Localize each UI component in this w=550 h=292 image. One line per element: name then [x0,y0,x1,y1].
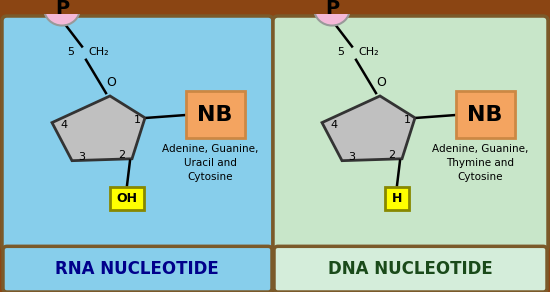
Text: DNA NUCLEOTIDE: DNA NUCLEOTIDE [328,260,492,278]
Text: 4: 4 [331,119,338,130]
Text: 2: 2 [118,150,125,160]
FancyBboxPatch shape [273,16,548,251]
Polygon shape [52,96,145,161]
FancyBboxPatch shape [3,246,272,292]
Text: H: H [392,192,402,205]
Polygon shape [322,96,415,161]
Text: 5: 5 [337,47,344,57]
Text: 3: 3 [349,152,355,162]
FancyBboxPatch shape [186,91,245,138]
FancyBboxPatch shape [0,11,550,292]
Text: 4: 4 [60,119,68,130]
Text: CH₂: CH₂ [88,47,109,57]
Text: O: O [106,76,116,89]
Text: P: P [55,0,69,18]
Text: Adenine, Guanine,
Thymine and
Cytosine: Adenine, Guanine, Thymine and Cytosine [432,144,528,182]
FancyBboxPatch shape [110,187,144,210]
Text: P: P [325,0,339,18]
Text: NB: NB [468,105,503,125]
Text: O: O [376,76,386,89]
Circle shape [44,0,80,25]
Text: 1: 1 [404,115,410,125]
Text: 1: 1 [134,115,140,125]
Text: RNA NUCLEOTIDE: RNA NUCLEOTIDE [55,260,219,278]
FancyBboxPatch shape [274,246,547,292]
Text: NB: NB [197,105,233,125]
FancyBboxPatch shape [2,16,273,251]
Text: 2: 2 [388,150,395,160]
FancyBboxPatch shape [456,91,515,138]
Text: CH₂: CH₂ [358,47,378,57]
Text: 3: 3 [79,152,85,162]
Circle shape [314,0,350,25]
Text: OH: OH [117,192,138,205]
Text: Adenine, Guanine,
Uracil and
Cytosine: Adenine, Guanine, Uracil and Cytosine [162,144,258,182]
Text: 5: 5 [67,47,74,57]
FancyBboxPatch shape [385,187,409,210]
